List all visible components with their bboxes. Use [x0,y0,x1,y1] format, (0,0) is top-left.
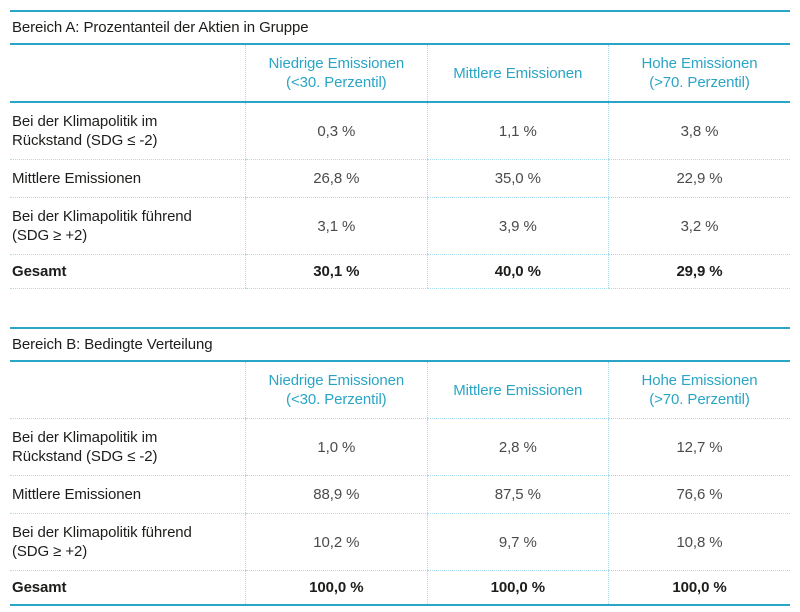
value-cell: 100,0 % [608,570,790,606]
corner-cell [10,362,246,419]
value-cell: 1,1 % [426,102,609,160]
value-cell: 10,8 % [608,513,790,571]
table-row: Mittlere Emissionen 88,9 % 87,5 % 76,6 % [10,475,790,514]
table-row: Bei der Klimapolitik führend (SDG ≥ +2) … [10,197,790,255]
column-header-mid-emissions: Mittlere Emissionen [426,362,609,419]
value-cell: 40,0 % [426,254,609,289]
value-cell: 3,9 % [426,197,609,255]
row-label-cell: Mittlere Emissionen [10,159,246,198]
row-label-cell: Bei der Klimapolitik im Rückstand (SDG ≤… [10,418,246,476]
value-cell: 88,9 % [245,475,428,514]
value-cell: 3,1 % [245,197,428,255]
row-label-cell: Gesamt [10,570,246,606]
column-header-high-emissions: Hohe Emissionen (>70. Perzentil) [608,45,790,103]
row-label-cell: Bei der Klimapolitik führend (SDG ≥ +2) [10,513,246,571]
value-cell: 30,1 % [245,254,428,289]
column-header-low-emissions: Niedrige Emissionen (<30. Perzentil) [245,45,428,103]
row-label-cell: Mittlere Emissionen [10,475,246,514]
value-cell: 22,9 % [608,159,790,198]
table-row: Mittlere Emissionen 26,8 % 35,0 % 22,9 % [10,159,790,198]
table-row: Bei der Klimapolitik führend (SDG ≥ +2) … [10,513,790,571]
value-cell: 12,7 % [608,418,790,476]
table-row: Bei der Klimapolitik im Rückstand (SDG ≤… [10,102,790,160]
column-header-high-emissions: Hohe Emissionen (>70. Perzentil) [608,362,790,419]
value-cell: 3,2 % [608,197,790,255]
value-cell: 76,6 % [608,475,790,514]
value-cell: 87,5 % [426,475,609,514]
column-header-mid-emissions: Mittlere Emissionen [426,45,609,103]
value-cell: 3,8 % [608,102,790,160]
value-cell: 9,7 % [426,513,609,571]
table-row: Bei der Klimapolitik im Rückstand (SDG ≤… [10,418,790,476]
value-cell: 29,9 % [608,254,790,289]
table-a: Niedrige Emissionen (<30. Perzentil) Mit… [10,45,790,289]
table-a-title: Bereich A: Prozentanteil der Aktien in G… [10,10,790,45]
row-label-cell: Gesamt [10,254,246,289]
value-cell: 2,8 % [426,418,609,476]
corner-cell [10,45,246,103]
row-label-cell: Bei der Klimapolitik im Rückstand (SDG ≤… [10,102,246,160]
value-cell: 35,0 % [426,159,609,198]
value-cell: 0,3 % [245,102,428,160]
value-cell: 10,2 % [245,513,428,571]
value-cell: 100,0 % [426,570,609,606]
value-cell: 100,0 % [245,570,428,606]
table-b-header-row: Niedrige Emissionen (<30. Perzentil) Mit… [10,362,790,419]
table-row-total: Gesamt 100,0 % 100,0 % 100,0 % [10,570,790,606]
table-b: Niedrige Emissionen (<30. Perzentil) Mit… [10,362,790,606]
table-row-total: Gesamt 30,1 % 40,0 % 29,9 % [10,254,790,289]
value-cell: 1,0 % [245,418,428,476]
panel-bereich-b: Bereich B: Bedingte Verteilung Niedrige … [10,327,790,606]
row-label-cell: Bei der Klimapolitik führend (SDG ≥ +2) [10,197,246,255]
column-header-low-emissions: Niedrige Emissionen (<30. Perzentil) [245,362,428,419]
value-cell: 26,8 % [245,159,428,198]
table-a-header-row: Niedrige Emissionen (<30. Perzentil) Mit… [10,45,790,103]
panel-bereich-a: Bereich A: Prozentanteil der Aktien in G… [10,10,790,289]
table-b-title: Bereich B: Bedingte Verteilung [10,327,790,362]
